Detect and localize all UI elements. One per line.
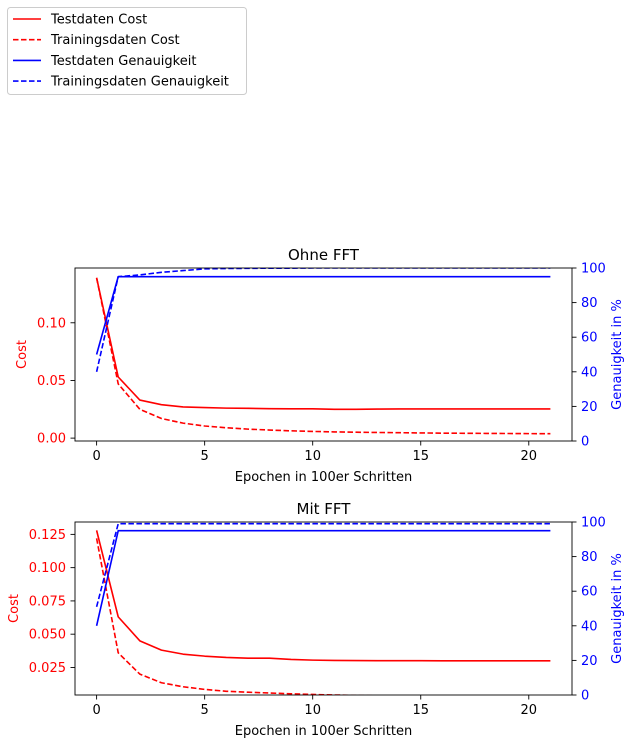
y-tick-label: 0.050 xyxy=(29,628,66,643)
y-tick-label: 0.10 xyxy=(37,316,66,331)
x-tick-label: 15 xyxy=(412,449,429,464)
legend-frame xyxy=(7,7,247,95)
x-axis-label: Epochen in 100er Schritten xyxy=(235,724,412,739)
chart-title: Mit FFT xyxy=(297,500,352,518)
x-tick-label: 20 xyxy=(521,703,538,718)
plot-frame xyxy=(74,521,573,696)
x-tick-label: 10 xyxy=(304,703,321,718)
legend-entry: Testdaten Cost xyxy=(13,13,147,28)
series-line-2 xyxy=(95,277,551,435)
series-line-3 xyxy=(95,529,551,626)
y2-tick-label: 80 xyxy=(581,296,598,311)
legend-entry: Trainingsdaten Genauigkeit xyxy=(13,75,229,90)
y-tick-label: 0.025 xyxy=(29,661,66,676)
chart-title: Ohne FFT xyxy=(288,246,360,264)
plot-frame xyxy=(74,267,573,442)
y2-tick-label: 60 xyxy=(581,585,598,600)
series-lines xyxy=(95,522,551,695)
y2-axis-label: Genauigkeit in % xyxy=(610,553,625,664)
x-tick-label: 20 xyxy=(521,449,538,464)
y-tick-label: 0.05 xyxy=(37,374,66,389)
y2-tick-label: 0 xyxy=(581,689,589,704)
series-line-4 xyxy=(95,268,551,372)
y2-axis-label: Genauigkeit in % xyxy=(610,299,625,410)
legend-entry: Trainingsdaten Cost xyxy=(13,33,180,48)
legend-label: Trainingsdaten Genauigkeit xyxy=(50,75,229,90)
y2-tick-label: 20 xyxy=(581,400,598,415)
y2-tick-label: 80 xyxy=(581,550,598,565)
y-axis-label: Cost xyxy=(15,340,30,369)
series-line-2 xyxy=(95,538,378,695)
legend-entry: Testdaten Genauigkeit xyxy=(13,54,196,69)
y2-tick-label: 100 xyxy=(581,516,606,531)
subplot-ohne-fft: 0 5 10 15 20 0.00 0.05 0.10 0 20 40 60 80 100 Ohne FFT… xyxy=(15,246,625,485)
y-tick-label: 0.00 xyxy=(37,432,66,447)
x-tick-label: 15 xyxy=(412,703,429,718)
x-tick-label: 5 xyxy=(201,703,209,718)
x-tick-label: 0 xyxy=(92,449,100,464)
y2-tick-label: 40 xyxy=(581,619,598,634)
series-line-1 xyxy=(95,530,551,662)
y2-tick-label: 20 xyxy=(581,654,598,669)
y2-tick-label: 0 xyxy=(581,435,589,450)
y2-tick-label: 100 xyxy=(581,262,606,277)
legend-label: Testdaten Genauigkeit xyxy=(50,54,196,69)
y-tick-label: 0.125 xyxy=(29,528,66,543)
legend: Testdaten Cost Trainingsdaten Cost Testdat… xyxy=(7,7,247,95)
x-axis-label: Epochen in 100er Schritten xyxy=(235,470,412,485)
y2-tick-label: 40 xyxy=(581,365,598,380)
series-line-1 xyxy=(95,277,551,411)
legend-label: Testdaten Cost xyxy=(50,13,147,28)
legend-label: Trainingsdaten Cost xyxy=(50,33,180,48)
x-tick-label: 10 xyxy=(304,449,321,464)
y2-tick-label: 60 xyxy=(581,331,598,346)
y-tick-label: 0.100 xyxy=(29,561,66,576)
x-tick-label: 5 xyxy=(201,449,209,464)
x-tick-label: 0 xyxy=(92,703,100,718)
y-axis-label: Cost xyxy=(7,594,22,623)
subplot-mit-fft: 0 5 10 15 20 0.025 0.050 0.075 0.100 0.125 0 20 40 60… xyxy=(7,500,625,739)
series-line-4 xyxy=(95,522,551,607)
y-tick-label: 0.075 xyxy=(29,594,66,609)
series-lines xyxy=(95,268,551,435)
series-line-3 xyxy=(95,275,551,355)
